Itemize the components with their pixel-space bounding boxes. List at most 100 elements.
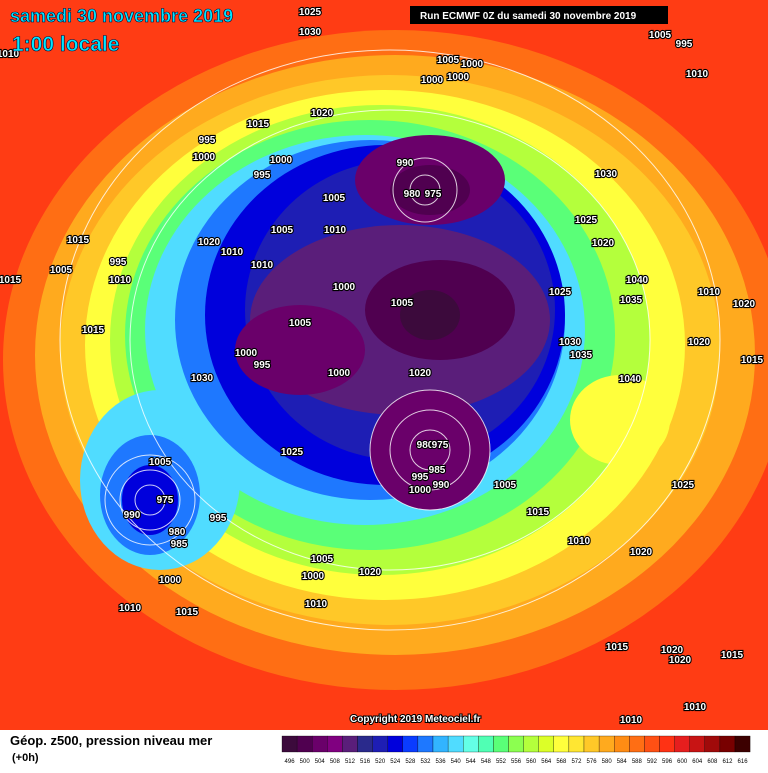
scale-label: 516 — [360, 759, 371, 765]
isobar-label: 1010 — [620, 715, 643, 726]
isobar-label: 1010 — [109, 275, 132, 286]
isobar-label: 975 — [432, 440, 449, 451]
scale-label: 612 — [722, 759, 733, 765]
isobar-label: 980 — [169, 527, 186, 538]
scale-label: 560 — [526, 759, 537, 765]
isobar-label: 995 — [412, 472, 429, 483]
isobar-label: 995 — [254, 170, 271, 181]
isobar-label: 1005 — [437, 55, 460, 66]
isobar-label: 1025 — [299, 7, 322, 18]
isobar-label: 1000 — [421, 75, 444, 86]
isobar-label: 1015 — [721, 650, 744, 661]
scale-swatch — [342, 735, 358, 753]
scale-label: 540 — [451, 759, 462, 765]
isobar-label: 1010 — [684, 702, 707, 713]
isobar-label: 1020 — [311, 108, 334, 119]
isobar-label: 1010 — [686, 69, 709, 80]
scale-swatch — [734, 735, 751, 753]
isobar-label: 1000 — [302, 571, 325, 582]
isobar-label: 990 — [397, 158, 414, 169]
isobar-label: 1000 — [270, 155, 293, 166]
scale-swatch — [432, 735, 449, 753]
isobar-label: 975 — [157, 495, 174, 506]
isobar-label: 1000 — [333, 282, 356, 293]
isobar-label: 1020 — [592, 238, 615, 249]
scale-swatch — [508, 735, 524, 753]
isobar-label: 1010 — [0, 49, 20, 60]
scale-swatch — [312, 735, 328, 753]
isobar-label: 1030 — [559, 337, 582, 348]
scale-swatch — [538, 735, 554, 753]
scale-swatch — [689, 735, 705, 753]
isobar-label: 1000 — [409, 485, 432, 496]
isobar-label: 1005 — [289, 318, 312, 329]
isobar-label: 985 — [429, 465, 446, 476]
isobar-label: 995 — [254, 360, 271, 371]
scale-swatch — [568, 735, 585, 753]
isobar-label: 1005 — [50, 265, 73, 276]
isobar-label: 1020 — [661, 645, 684, 656]
isobar-label: 980 — [417, 440, 434, 451]
isobar-label: 1010 — [305, 599, 328, 610]
isobar-label: 1015 — [606, 642, 629, 653]
isobar-label: 1000 — [159, 575, 182, 586]
scale-swatch — [357, 735, 373, 753]
isobar-label: 1015 — [741, 355, 764, 366]
isobar-label: 1000 — [328, 368, 351, 379]
isobar-label: 1025 — [281, 447, 304, 458]
isobar-label: 1020 — [688, 337, 711, 348]
scale-label: 504 — [315, 759, 326, 765]
scale-label: 548 — [481, 759, 492, 765]
isobar-label: 1005 — [271, 225, 294, 236]
scale-swatch — [674, 735, 690, 753]
isobars — [59, 49, 721, 631]
isobar-label: 1000 — [235, 348, 258, 359]
scale-label: 580 — [602, 759, 613, 765]
isobar-label: 1025 — [672, 480, 695, 491]
isobar-label: 1010 — [119, 603, 142, 614]
scale-swatch — [598, 735, 615, 753]
isobar-label: 1010 — [251, 260, 274, 271]
isobar-label: 1000 — [461, 59, 484, 70]
isobar-label: 1010 — [568, 536, 591, 547]
scale-label: 524 — [390, 759, 401, 765]
scale-swatch — [493, 735, 509, 753]
isobar-label: 1020 — [669, 655, 692, 666]
footer-step: (+0h) — [12, 752, 39, 764]
isobar-label: 1035 — [620, 295, 643, 306]
isobar-label: 1000 — [193, 152, 216, 163]
scale-label: 556 — [511, 759, 522, 765]
scale-label: 564 — [541, 759, 552, 765]
scale-swatch — [372, 735, 388, 753]
isobar-label: 1000 — [447, 72, 470, 83]
scale-swatch — [478, 735, 494, 753]
scale-label: 536 — [436, 759, 447, 765]
isobar-label: 1010 — [698, 287, 721, 298]
scale-swatch — [719, 735, 736, 753]
isobar-label: 1010 — [324, 225, 347, 236]
scale-label: 588 — [632, 759, 643, 765]
scale-swatch — [704, 735, 721, 753]
isobar-label: 995 — [676, 39, 693, 50]
scale-swatch — [402, 735, 419, 753]
isobar-labels: 1025103010101005995100510001000100010101… — [0, 6, 765, 727]
scale-swatch — [281, 735, 298, 753]
scale-swatch — [463, 735, 479, 753]
scale-label: 500 — [300, 759, 311, 765]
scale-label: 604 — [692, 759, 703, 765]
isobar-label: 990 — [433, 480, 450, 491]
isobar-label: 1005 — [494, 480, 517, 491]
scale-swatch — [614, 735, 630, 753]
isobar-label: 1015 — [176, 607, 199, 618]
isobar-label: 1005 — [311, 554, 334, 565]
map-date: samedi 30 novembre 2019 — [10, 6, 233, 26]
isobar-label: 1010 — [221, 247, 244, 258]
isobar-label: 990 — [124, 510, 141, 521]
scale-swatch — [523, 735, 539, 753]
isobar-label: 1005 — [649, 30, 672, 41]
scale-label: 512 — [345, 759, 356, 765]
isobar-label: 995 — [210, 513, 227, 524]
isobar-label: 1040 — [626, 275, 649, 286]
isobar-label: 1020 — [359, 567, 382, 578]
